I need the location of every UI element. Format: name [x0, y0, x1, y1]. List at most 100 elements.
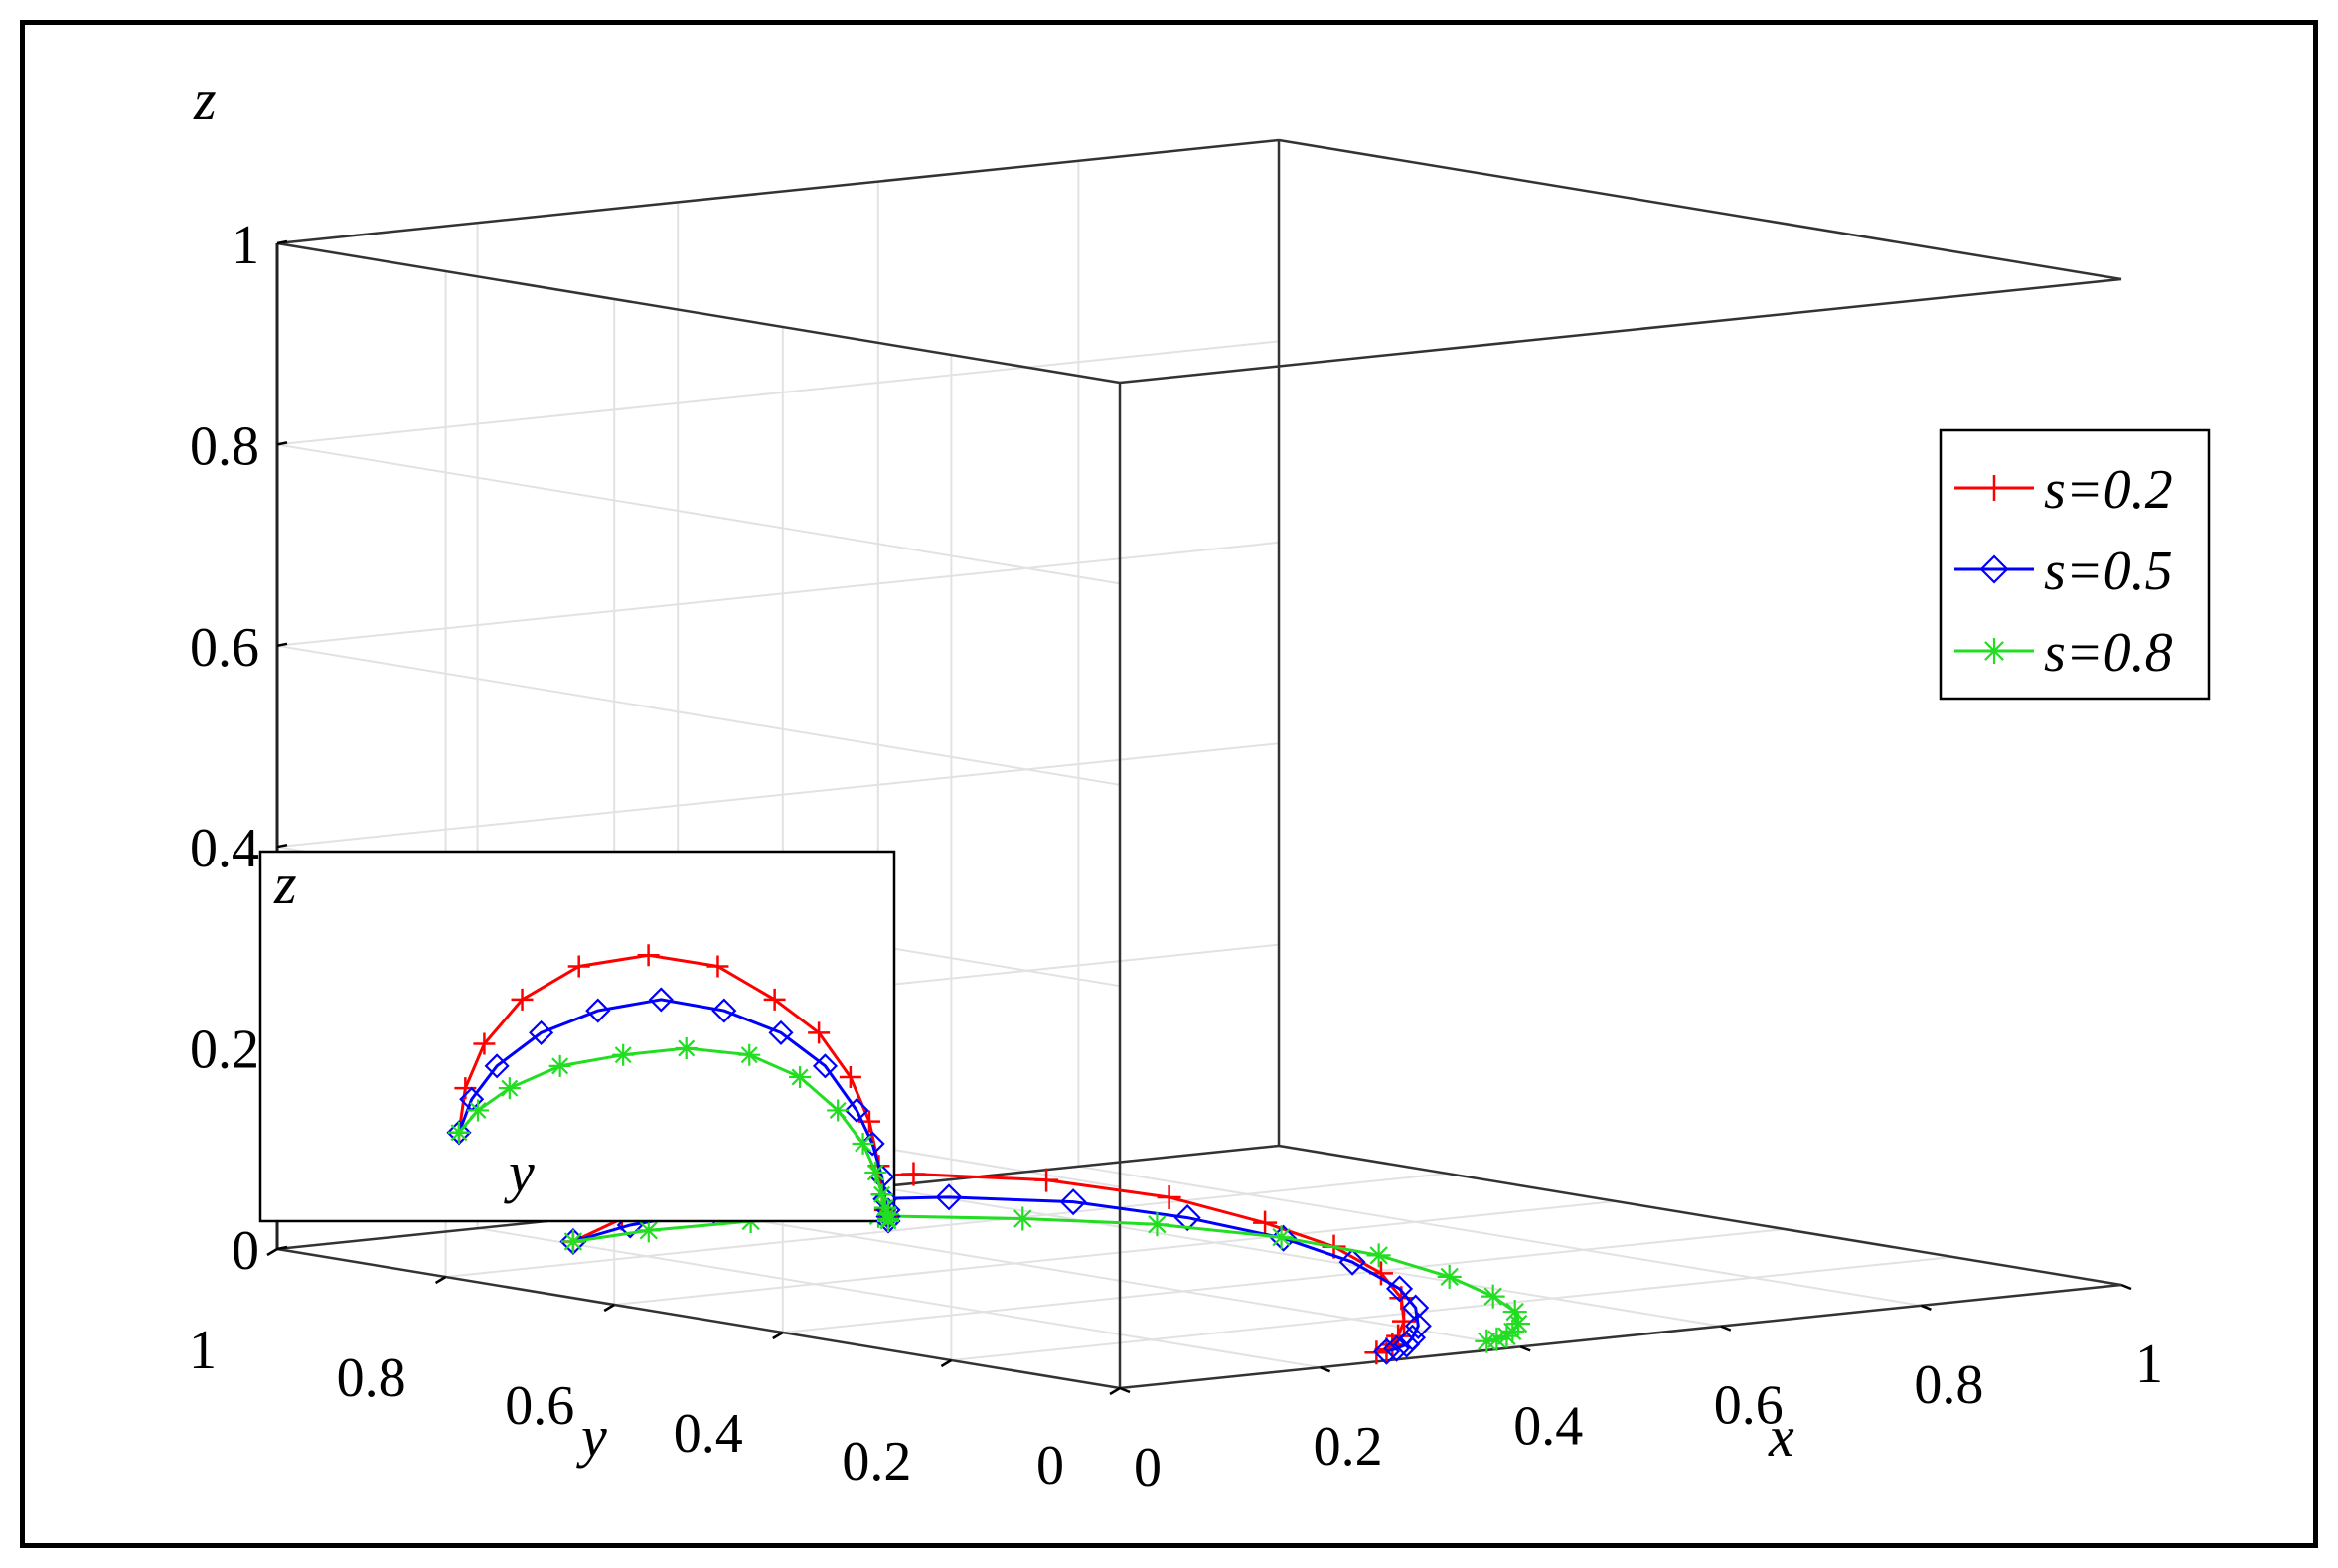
- y-tick-label: 0.4: [674, 1403, 743, 1465]
- figure-frame: 0 0.2 0.4 0.6 0.8 1 0 0.2 0.4 0.6 0.8 1 0 0.2 0.4 0.6 0.…: [20, 20, 2318, 1548]
- star-marker: [1506, 1312, 1531, 1336]
- star-marker: [1366, 1243, 1391, 1268]
- inset-y-label: y: [504, 1140, 535, 1204]
- diamond-marker: [1338, 1248, 1366, 1276]
- y-tick-mark: [940, 1358, 953, 1368]
- diamond-marker: [484, 1053, 510, 1079]
- grid-line: [1078, 1165, 1922, 1307]
- x-tick-label: 0.4: [1513, 1395, 1583, 1457]
- x-tick-mark: [1119, 1386, 1131, 1394]
- plus-marker: [637, 944, 660, 967]
- star-marker: [548, 1054, 571, 1077]
- star-marker: [1011, 1206, 1035, 1231]
- grid-line: [782, 1228, 1785, 1333]
- z-tick-label: 0.2: [190, 1019, 259, 1081]
- x-tick-mark: [1920, 1304, 1932, 1311]
- y-tick-label: 0.2: [842, 1431, 911, 1492]
- diamond-marker: [1270, 1224, 1298, 1252]
- x-tick-label: 0: [1134, 1437, 1162, 1498]
- diamond-marker: [648, 987, 674, 1013]
- inset-panel: zy: [258, 850, 901, 1234]
- plus-marker: [567, 955, 590, 978]
- grid-line: [276, 742, 1280, 849]
- z-tick-label: 0.8: [190, 415, 259, 477]
- plus-marker: [1981, 475, 2007, 501]
- inset-z-label: z: [273, 852, 297, 916]
- grid-line: [477, 1227, 1321, 1369]
- axis-edge: [1119, 1283, 2122, 1390]
- star-marker: [1437, 1264, 1462, 1289]
- x-tick-mark: [2120, 1283, 2132, 1291]
- x-tick-label: 0.6: [1714, 1375, 1784, 1437]
- plus-marker: [1157, 1184, 1181, 1209]
- y-tick-mark: [1109, 1386, 1121, 1396]
- y-tick-mark: [434, 1275, 447, 1285]
- diamond-marker: [1393, 1331, 1421, 1358]
- star-marker: [1981, 638, 2007, 664]
- z-tick-mark: [276, 642, 288, 648]
- diamond-marker: [529, 1019, 554, 1045]
- y-tick-mark: [772, 1331, 784, 1340]
- star-marker: [1475, 1329, 1499, 1353]
- plus-marker: [901, 1162, 926, 1186]
- z-tick-mark: [276, 239, 288, 245]
- plus-marker: [706, 955, 729, 978]
- z-tick-mark: [276, 1245, 288, 1251]
- plus-marker: [839, 1066, 861, 1088]
- x-tick-mark: [1720, 1325, 1732, 1332]
- grid-line: [614, 1200, 1617, 1306]
- legend-label: s=0.2: [2044, 459, 2173, 521]
- plus-marker: [473, 1032, 496, 1055]
- z-tick-label: 0.6: [190, 617, 259, 679]
- diamond-marker: [768, 1019, 794, 1045]
- star-marker: [498, 1077, 521, 1100]
- plus-marker: [1253, 1210, 1278, 1235]
- axis-edge: [276, 241, 1121, 385]
- z-tick-mark: [276, 441, 288, 446]
- axis-edge: [1278, 138, 2122, 281]
- grid-line: [445, 1173, 1448, 1278]
- grid-line: [877, 1185, 1721, 1328]
- star-marker: [870, 1183, 893, 1206]
- star-marker: [789, 1066, 812, 1088]
- star-marker: [873, 1196, 896, 1219]
- plus-marker: [763, 988, 786, 1011]
- star-marker: [675, 1037, 698, 1059]
- axis-edge: [1278, 1144, 2122, 1287]
- diamond-marker: [1402, 1294, 1430, 1322]
- y-axis-label: y: [576, 1404, 607, 1469]
- star-marker: [877, 1210, 899, 1232]
- diamond-marker: [711, 998, 737, 1023]
- axes-box: [275, 138, 2122, 1390]
- grid-line: [276, 340, 1280, 446]
- plus-marker: [808, 1021, 831, 1044]
- x-tick-label: 0.8: [1914, 1354, 1983, 1416]
- y-tick-mark: [603, 1303, 615, 1313]
- diamond-marker: [1372, 1337, 1401, 1365]
- diamond-marker: [844, 1097, 869, 1124]
- star-marker: [1502, 1300, 1527, 1325]
- z-tick-label: 1: [232, 215, 259, 276]
- diamond-marker: [812, 1053, 839, 1079]
- legend-label: s=0.8: [2044, 622, 2173, 684]
- axis-labels: zy x: [193, 68, 1794, 1469]
- plus-marker: [511, 988, 534, 1011]
- star-marker: [1481, 1284, 1505, 1309]
- star-marker: [1494, 1324, 1519, 1348]
- y-tick-label: 0: [1036, 1435, 1064, 1496]
- inset-box: [258, 850, 896, 1223]
- star-marker: [738, 1043, 761, 1066]
- diamond-marker: [1059, 1188, 1087, 1216]
- legend-label: s=0.5: [2044, 541, 2173, 602]
- diamond-marker: [585, 998, 611, 1023]
- z-tick-label: 0: [232, 1220, 259, 1282]
- inset-series-line: [457, 1046, 890, 1221]
- diamond-marker: [1383, 1334, 1411, 1362]
- star-marker: [448, 1121, 470, 1144]
- grid-line: [276, 644, 1121, 786]
- y-tick-mark: [266, 1247, 278, 1257]
- diamond-marker: [1979, 554, 2009, 584]
- y-tick-label: 0.8: [337, 1347, 406, 1409]
